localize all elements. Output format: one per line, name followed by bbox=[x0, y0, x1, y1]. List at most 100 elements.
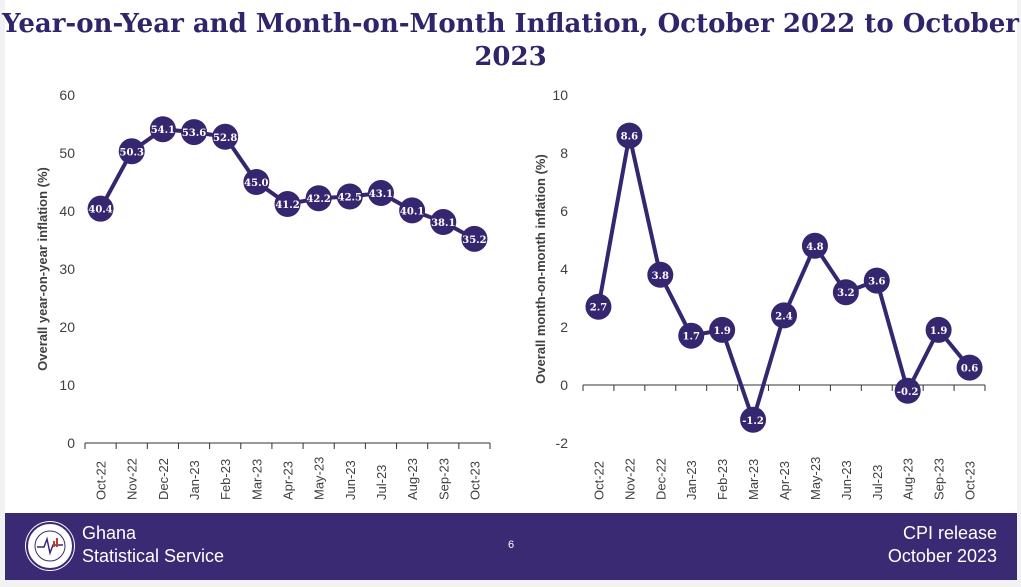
data-point bbox=[647, 261, 674, 288]
y-tick-label: 10 bbox=[59, 377, 75, 393]
data-point bbox=[461, 225, 488, 252]
x-tick-label: Apr-23 bbox=[777, 461, 792, 500]
data-label: -1.2 bbox=[742, 416, 764, 427]
org-name-line2: Statistical Service bbox=[82, 546, 225, 566]
data-label: 43.1 bbox=[369, 189, 393, 200]
data-label: 3.2 bbox=[837, 288, 854, 299]
x-tick-label: Jun-23 bbox=[839, 460, 854, 500]
x-tick-label: Nov-22 bbox=[622, 458, 637, 500]
data-point bbox=[925, 316, 952, 343]
data-point bbox=[336, 183, 363, 210]
x-tick-label: Sep-23 bbox=[932, 458, 947, 500]
data-label: 38.1 bbox=[431, 218, 455, 229]
y-tick-label: 0 bbox=[560, 377, 568, 393]
x-tick-label: Feb-23 bbox=[218, 459, 233, 500]
x-tick-label: Oct-22 bbox=[94, 461, 109, 500]
x-tick-label: Oct-23 bbox=[963, 461, 978, 500]
x-tick-label: May-23 bbox=[808, 457, 823, 500]
y-tick-label: 6 bbox=[560, 203, 568, 219]
data-point bbox=[305, 185, 332, 212]
x-tick-label: Jul-23 bbox=[870, 465, 885, 500]
data-point bbox=[894, 377, 921, 404]
data-point bbox=[616, 122, 643, 149]
data-label: 1.7 bbox=[683, 332, 700, 343]
x-tick-label: Mar-23 bbox=[746, 459, 761, 500]
y-axis-label: Overall month-on-month inflation (%) bbox=[533, 154, 548, 384]
data-point bbox=[243, 169, 270, 195]
data-point bbox=[399, 197, 426, 224]
data-point bbox=[430, 209, 457, 236]
release-title: CPI release bbox=[902, 523, 997, 543]
x-tick-label: Dec-22 bbox=[653, 458, 668, 500]
y-tick-label: 50 bbox=[59, 145, 75, 161]
data-label: 50.3 bbox=[120, 147, 144, 158]
data-label: 1.9 bbox=[713, 326, 730, 337]
data-point bbox=[367, 180, 394, 207]
data-label: 42.5 bbox=[338, 193, 362, 204]
x-tick-label: Sep-23 bbox=[436, 458, 451, 500]
x-tick-label: Jan-23 bbox=[684, 460, 699, 500]
y-tick-label: 0 bbox=[67, 435, 75, 451]
data-label: 4.8 bbox=[806, 242, 823, 253]
data-label: 0.6 bbox=[961, 364, 978, 375]
data-point bbox=[740, 406, 767, 433]
data-label: 40.4 bbox=[88, 205, 112, 216]
y-tick-label: -2 bbox=[556, 435, 569, 451]
data-point bbox=[956, 354, 983, 381]
x-tick-label: Feb-23 bbox=[715, 459, 730, 500]
x-tick-label: Nov-22 bbox=[125, 458, 140, 500]
y-tick-label: 2 bbox=[560, 319, 568, 335]
data-label: 1.9 bbox=[930, 326, 947, 337]
data-point bbox=[771, 302, 797, 329]
y-tick-label: 40 bbox=[59, 203, 75, 219]
data-label: 45.0 bbox=[244, 178, 268, 189]
data-label: 42.2 bbox=[306, 194, 330, 205]
x-tick-label: Apr-23 bbox=[281, 461, 296, 500]
data-point bbox=[274, 191, 301, 218]
y-tick-label: 4 bbox=[560, 261, 568, 277]
y-tick-label: 10 bbox=[552, 87, 568, 103]
data-label: 8.6 bbox=[621, 132, 638, 143]
series-line bbox=[98, 127, 476, 241]
org-name-line1: Ghana bbox=[82, 523, 137, 543]
data-label: 53.6 bbox=[182, 128, 206, 139]
y-tick-label: 60 bbox=[59, 87, 75, 103]
data-label: 2.4 bbox=[775, 311, 792, 322]
y-tick-label: 8 bbox=[560, 145, 568, 161]
y-tick-label: 30 bbox=[59, 261, 75, 277]
data-point bbox=[181, 119, 208, 146]
data-label: 54.1 bbox=[151, 125, 175, 136]
page-number: 6 bbox=[508, 539, 515, 551]
gss-logo-icon bbox=[25, 521, 75, 571]
x-tick-label: Jul-23 bbox=[374, 465, 389, 500]
data-point bbox=[118, 138, 145, 165]
x-tick-label: Oct-22 bbox=[591, 461, 606, 500]
x-tick-label: May-23 bbox=[312, 457, 327, 500]
data-label: 52.8 bbox=[213, 133, 237, 144]
data-point bbox=[801, 232, 828, 259]
data-label: 35.2 bbox=[462, 235, 486, 246]
data-point bbox=[149, 116, 176, 143]
data-point bbox=[709, 316, 736, 343]
x-tick-label: Jun-23 bbox=[343, 460, 358, 500]
x-tick-label: Dec-22 bbox=[156, 458, 171, 500]
data-point bbox=[832, 279, 859, 306]
x-tick-label: Aug-23 bbox=[901, 458, 916, 500]
data-point bbox=[212, 123, 239, 150]
data-label: 2.7 bbox=[590, 303, 607, 314]
footer: Ghana Statistical Service 6 CPI release … bbox=[5, 513, 1017, 580]
x-tick-label: Aug-23 bbox=[405, 458, 420, 500]
data-label: 40.1 bbox=[400, 206, 424, 217]
x-tick-label: Oct-23 bbox=[467, 461, 482, 500]
release-date: October 2023 bbox=[887, 546, 997, 566]
data-label: -0.2 bbox=[897, 387, 919, 398]
data-label: 41.2 bbox=[275, 200, 299, 211]
data-label: 3.8 bbox=[652, 271, 669, 282]
x-tick-label: Mar-23 bbox=[249, 459, 264, 500]
chart-title: Year-on-Year and Month-on-Month Inflatio… bbox=[2, 9, 1019, 72]
data-point bbox=[585, 293, 612, 320]
x-tick-label: Jan-23 bbox=[187, 460, 202, 500]
data-point bbox=[863, 267, 890, 294]
data-label: 3.6 bbox=[868, 277, 885, 288]
